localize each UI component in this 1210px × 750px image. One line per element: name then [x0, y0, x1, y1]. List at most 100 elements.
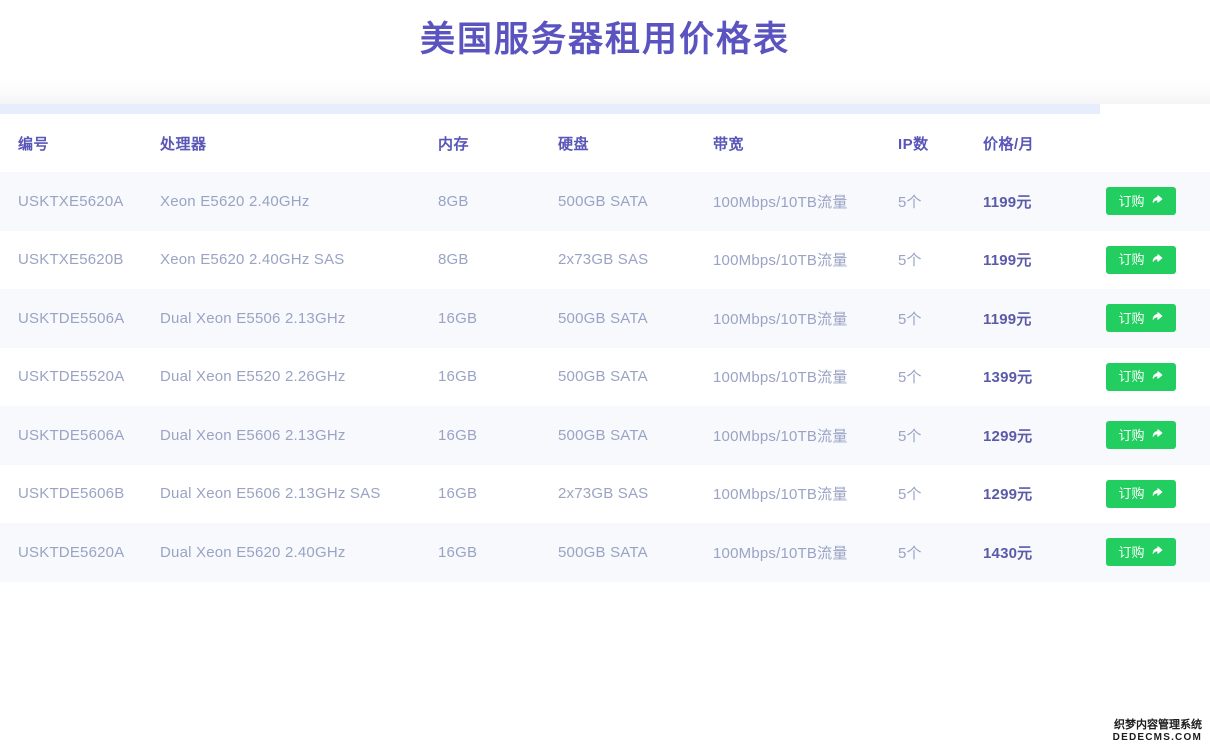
order-button-label: 订购 — [1118, 310, 1145, 326]
pricing-table: 编号 处理器 内存 硬盘 带宽 IP数 价格/月 USKTXE5620A Xeon… — [0, 114, 1210, 582]
cell-action: 订购 — [1090, 406, 1210, 465]
column-header-ip-count: IP数 — [898, 135, 929, 153]
table-header-accent-strip — [0, 104, 1100, 114]
watermark-cn-text: 织梦内容管理系统 — [1114, 719, 1202, 731]
cell-memory: 16GB — [438, 309, 478, 327]
order-button-label: 订购 — [1118, 193, 1145, 209]
order-button[interactable]: 订购 — [1106, 421, 1176, 450]
cell-price: 1430元 — [983, 544, 1033, 562]
cell-price: 1199元 — [983, 252, 1032, 270]
cell-ip-count: 5个 — [898, 369, 922, 387]
cell-ip-count: 5个 — [898, 252, 922, 270]
cell-processor: Dual Xeon E5606 2.13GHz — [160, 426, 346, 444]
share-arrow-icon — [1152, 546, 1164, 558]
cell-bandwidth: 100Mbps/10TB流量 — [713, 193, 848, 211]
cell-price: 1299元 — [983, 427, 1033, 445]
column-header-memory: 内存 — [438, 135, 470, 153]
cell-server-id: USKTDE5620A — [18, 543, 125, 561]
order-button[interactable]: 订购 — [1106, 362, 1176, 391]
cell-ip-count: 5个 — [898, 427, 922, 445]
cell-disk: 500GB SATA — [558, 309, 648, 327]
cell-memory: 16GB — [438, 426, 478, 444]
cell-processor: Dual Xeon E5520 2.26GHz — [160, 368, 346, 386]
table-body: USKTXE5620A Xeon E5620 2.40GHz 8GB 500GB SA… — [0, 172, 1210, 582]
share-arrow-icon — [1152, 195, 1164, 207]
share-arrow-icon — [1152, 487, 1164, 500]
cell-server-id: USKTDE5606B — [18, 485, 125, 503]
order-button[interactable]: 订购 — [1106, 538, 1176, 567]
cell-bandwidth: 100Mbps/10TB流量 — [713, 486, 848, 504]
cell-disk: 2x73GB SAS — [558, 251, 649, 269]
column-header-bandwidth: 带宽 — [713, 135, 745, 153]
cell-bandwidth: 100Mbps/10TB流量 — [713, 369, 848, 387]
cell-price: 1199元 — [983, 193, 1032, 211]
cell-ip-count: 5个 — [898, 310, 922, 328]
cell-action: 订购 — [1090, 289, 1210, 348]
table-row: USKTDE5620A Dual Xeon E5620 2.40GHz 16GB 50… — [0, 523, 1210, 582]
share-arrow-icon — [1152, 429, 1164, 441]
cell-action: 订购 — [1090, 523, 1210, 582]
order-button-label: 订购 — [1118, 369, 1145, 385]
cell-memory: 8GB — [438, 192, 469, 210]
column-header-disk: 硬盘 — [558, 135, 590, 153]
cell-action: 订购 — [1090, 348, 1210, 407]
cell-disk: 500GB SATA — [558, 543, 648, 561]
cell-disk: 500GB SATA — [558, 368, 648, 386]
cell-action: 订购 — [1090, 465, 1210, 524]
table-row: USKTDE5506A Dual Xeon E5506 2.13GHz 16GB 50… — [0, 289, 1210, 348]
order-button[interactable]: 订购 — [1106, 304, 1176, 333]
cell-memory: 16GB — [438, 485, 478, 503]
cell-server-id: USKTDE5606A — [18, 426, 125, 444]
cell-memory: 16GB — [438, 368, 478, 386]
column-header-action — [1090, 114, 1210, 172]
order-button[interactable]: 订购 — [1106, 245, 1176, 274]
cell-bandwidth: 100Mbps/10TB流量 — [713, 310, 848, 328]
share-arrow-icon — [1152, 312, 1164, 324]
share-arrow-icon — [1152, 370, 1164, 383]
cell-price: 1199元 — [983, 310, 1032, 328]
cell-disk: 2x73GB SAS — [558, 485, 649, 503]
order-button[interactable]: 订购 — [1106, 187, 1176, 216]
top-gradient-band — [0, 78, 1210, 104]
cell-action: 订购 — [1090, 231, 1210, 290]
cell-processor: Xeon E5620 2.40GHz — [160, 192, 310, 210]
column-header-cpu: 处理器 — [160, 135, 207, 153]
table-row: USKTDE5606A Dual Xeon E5606 2.13GHz 16GB 50… — [0, 406, 1210, 465]
order-button-label: 订购 — [1118, 544, 1145, 560]
cell-action: 订购 — [1090, 172, 1210, 231]
watermark-en-text: DEDECMS.COM — [1112, 732, 1202, 743]
cell-price: 1399元 — [983, 369, 1033, 387]
cell-bandwidth: 100Mbps/10TB流量 — [713, 427, 848, 445]
order-button[interactable]: 订购 — [1106, 479, 1176, 508]
cell-bandwidth: 100Mbps/10TB流量 — [713, 252, 848, 270]
cell-server-id: USKTDE5520A — [18, 368, 125, 386]
cell-processor: Dual Xeon E5606 2.13GHz SAS — [160, 485, 381, 503]
cell-server-id: USKTDE5506A — [18, 309, 125, 327]
order-button-label: 订购 — [1118, 427, 1145, 443]
cell-server-id: USKTXE5620B — [18, 251, 124, 269]
cell-bandwidth: 100Mbps/10TB流量 — [713, 544, 848, 562]
share-arrow-icon — [1152, 253, 1164, 266]
cell-disk: 500GB SATA — [558, 192, 648, 210]
cell-ip-count: 5个 — [898, 544, 922, 562]
table-row: USKTDE5520A Dual Xeon E5520 2.26GHz 16GB 50… — [0, 347, 1210, 407]
cell-ip-count: 5个 — [898, 486, 922, 504]
cell-price: 1299元 — [983, 486, 1033, 504]
cell-ip-count: 5个 — [898, 193, 922, 211]
cell-memory: 16GB — [438, 543, 478, 561]
pricing-table-container: 编号 处理器 内存 硬盘 带宽 IP数 价格/月 USKTXE5620A Xeon… — [0, 114, 1210, 582]
page-title: 美国服务器租用价格表 — [419, 20, 790, 59]
order-button-label: 订购 — [1118, 252, 1145, 268]
table-row: USKTDE5606B Dual Xeon E5606 2.13GHz SAS 16… — [0, 464, 1210, 524]
column-header-price: 价格/月 — [983, 135, 1035, 153]
table-row: USKTXE5620B Xeon E5620 2.40GHz SAS 8GB 2x73… — [0, 230, 1210, 290]
cell-server-id: USKTXE5620A — [18, 192, 124, 210]
order-button-label: 订购 — [1118, 486, 1145, 502]
column-header-id: 编号 — [18, 135, 50, 153]
cell-processor: Xeon E5620 2.40GHz SAS — [160, 251, 345, 269]
cell-disk: 500GB SATA — [558, 426, 648, 444]
cell-processor: Dual Xeon E5506 2.13GHz — [160, 309, 346, 327]
table-row: USKTXE5620A Xeon E5620 2.40GHz 8GB 500GB SA… — [0, 172, 1210, 231]
cell-memory: 8GB — [438, 251, 469, 269]
cell-processor: Dual Xeon E5620 2.40GHz — [160, 543, 346, 561]
